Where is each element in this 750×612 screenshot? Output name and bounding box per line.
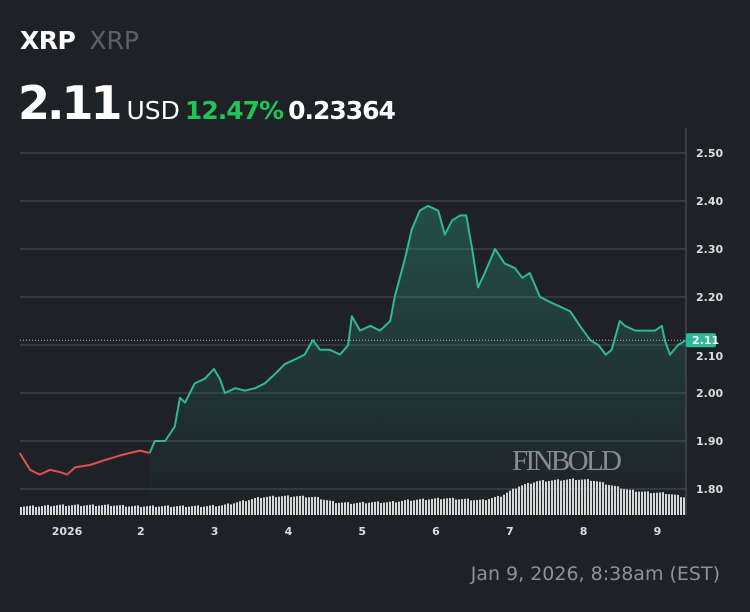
volume-bar bbox=[47, 504, 49, 515]
volume-bar bbox=[140, 507, 142, 515]
volume-bar bbox=[38, 506, 40, 515]
y-tick-label: 2.20 bbox=[696, 291, 723, 304]
x-tick-label: 4 bbox=[285, 525, 293, 538]
volume-bar bbox=[116, 505, 118, 515]
last-price-badge bbox=[686, 333, 716, 348]
volume-bar bbox=[131, 506, 133, 515]
volume-bar bbox=[122, 504, 124, 515]
volume-bar bbox=[56, 505, 58, 515]
volume-bar bbox=[134, 505, 136, 515]
volume-bar bbox=[146, 506, 148, 515]
volume-bar bbox=[53, 505, 55, 515]
volume-bar bbox=[113, 505, 115, 515]
volume-bar bbox=[92, 504, 94, 515]
last-price-label: 2.11 bbox=[692, 334, 719, 347]
volume-bar bbox=[98, 505, 100, 515]
price-chart: FINBOLD 1.80 1.90 2.00 2.10 2.20 2.30 2.40 2.50… bbox=[18, 128, 723, 538]
volume-bar bbox=[95, 506, 97, 515]
volume-bar bbox=[125, 506, 127, 515]
price-area bbox=[149, 205, 687, 516]
volume-bar bbox=[119, 505, 121, 515]
volume-bar bbox=[89, 504, 91, 515]
volume-bar bbox=[77, 504, 79, 515]
volume-bar bbox=[23, 506, 25, 515]
volume-bar bbox=[80, 506, 82, 515]
volume-bar bbox=[143, 506, 145, 515]
volume-bar bbox=[86, 505, 88, 515]
volume-bar bbox=[29, 505, 31, 515]
y-tick-label: 2.00 bbox=[696, 387, 723, 400]
y-tick-label: 2.50 bbox=[696, 147, 723, 160]
symbol: XRP bbox=[20, 26, 76, 55]
y-tick-label: 2.30 bbox=[696, 243, 723, 256]
price-line-down bbox=[18, 449, 150, 476]
x-tick-label: 6 bbox=[432, 525, 440, 538]
volume-bar bbox=[59, 504, 61, 515]
volume-bar bbox=[32, 505, 34, 515]
price-row: 2.11 USD 12.47% 0.23364 bbox=[18, 76, 396, 130]
volume-bar bbox=[62, 504, 64, 515]
volume-bar bbox=[50, 506, 52, 515]
y-tick-label: 2.40 bbox=[696, 195, 723, 208]
volume-bar bbox=[71, 505, 73, 515]
volume-bar bbox=[68, 505, 70, 515]
change-absolute: 0.23364 bbox=[288, 96, 396, 125]
y-tick-label: 2.10 bbox=[696, 350, 723, 363]
x-tick-label: 3 bbox=[211, 525, 219, 538]
x-tick-label: 5 bbox=[358, 525, 366, 538]
volume-bar bbox=[107, 504, 109, 515]
x-tick-label: 2026 bbox=[52, 525, 83, 538]
price-line-up bbox=[148, 204, 687, 454]
finbold-watermark: FINBOLD bbox=[512, 445, 622, 477]
x-tick-label: 7 bbox=[506, 525, 514, 538]
volume-bar bbox=[35, 507, 37, 515]
volume-bar bbox=[101, 505, 103, 515]
volume-bar bbox=[65, 506, 67, 515]
y-tick-label: 1.90 bbox=[696, 435, 723, 448]
volume-bar bbox=[44, 505, 46, 515]
change-percent: 12.47% bbox=[184, 96, 284, 125]
volume-bar bbox=[74, 504, 76, 515]
volume-bar bbox=[20, 507, 22, 515]
volume-bar bbox=[110, 506, 112, 515]
volume-bar bbox=[26, 506, 28, 515]
volume-bar bbox=[128, 506, 130, 515]
currency: USD bbox=[126, 96, 180, 125]
current-price: 2.11 bbox=[18, 76, 122, 130]
volume-bar bbox=[137, 505, 139, 515]
volume-bar bbox=[104, 504, 106, 515]
x-tick-label: 2 bbox=[137, 525, 145, 538]
volume-bar bbox=[83, 505, 85, 515]
x-tick-label: 8 bbox=[580, 525, 588, 538]
volume-bar bbox=[41, 506, 43, 515]
x-tick-label: 9 bbox=[654, 525, 662, 538]
y-tick-label: 1.80 bbox=[696, 483, 723, 496]
symbol-row: XRP XRP bbox=[20, 26, 139, 55]
asset-name: XRP bbox=[89, 26, 139, 55]
timestamp: Jan 9, 2026, 8:38am (EST) bbox=[470, 563, 720, 585]
